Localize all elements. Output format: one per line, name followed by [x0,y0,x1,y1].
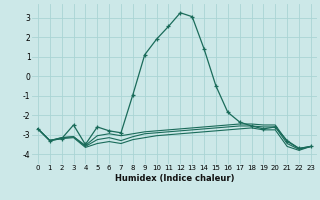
X-axis label: Humidex (Indice chaleur): Humidex (Indice chaleur) [115,174,234,183]
